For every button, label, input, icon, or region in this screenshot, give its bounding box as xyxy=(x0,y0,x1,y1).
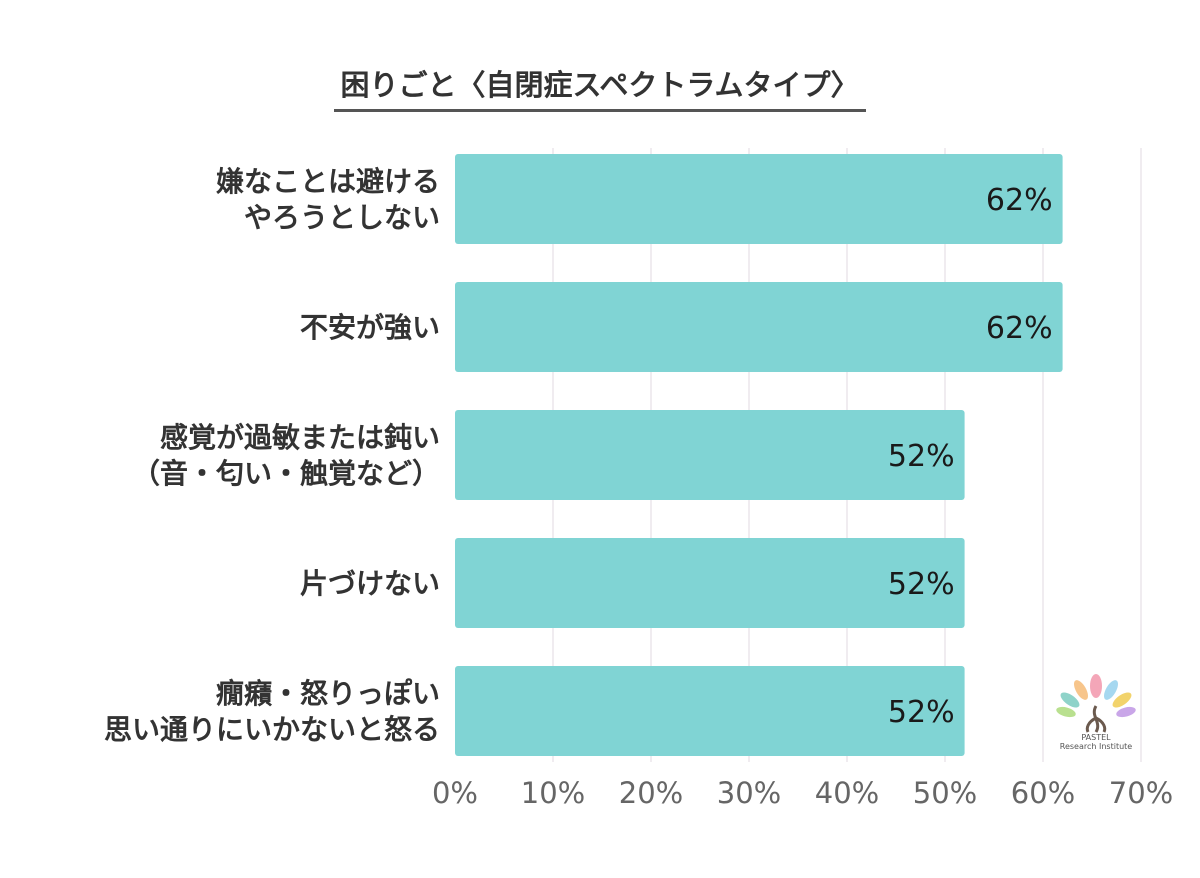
logo-line1: PASTEL xyxy=(1081,733,1111,742)
x-tick-label: 60% xyxy=(1011,776,1075,810)
x-tick-label: 30% xyxy=(717,776,781,810)
chart-title: 困りごと〈自閉症スペクトラムタイプ〉 xyxy=(0,62,1200,112)
bar-value-label: 52% xyxy=(888,439,955,474)
bar xyxy=(455,410,965,500)
category-label: 思い通りにいかないと怒る xyxy=(104,713,440,746)
x-tick-label: 40% xyxy=(815,776,879,810)
category-label: （音・匂い・触覚など） xyxy=(132,457,440,490)
category-label: 感覚が過敏または鈍い xyxy=(160,421,440,454)
category-label: 癇癪・怒りっぽい xyxy=(216,677,440,710)
bar-value-label: 62% xyxy=(986,311,1053,346)
x-tick-label: 70% xyxy=(1109,776,1173,810)
category-label: 不安が強い xyxy=(300,311,440,344)
bar xyxy=(455,282,1063,372)
category-label: 嫌なことは避ける xyxy=(216,165,440,198)
bar-value-label: 52% xyxy=(888,695,955,730)
logo-text: PASTEL Research Institute xyxy=(1040,733,1152,751)
x-tick-label: 50% xyxy=(913,776,977,810)
bar-value-label: 62% xyxy=(986,183,1053,218)
category-label: 片づけない xyxy=(300,567,440,600)
bar-value-label: 52% xyxy=(888,567,955,602)
pastel-logo-icon xyxy=(1056,674,1136,733)
chart-title-text: 困りごと〈自閉症スペクトラムタイプ〉 xyxy=(334,62,866,112)
bar xyxy=(455,154,1063,244)
x-tick-label: 0% xyxy=(432,776,478,810)
bar xyxy=(455,666,965,756)
logo-line2: Research Institute xyxy=(1059,742,1133,751)
bar xyxy=(455,538,965,628)
x-tick-label: 20% xyxy=(619,776,683,810)
category-label: やろうとしない xyxy=(244,201,440,234)
x-tick-label: 10% xyxy=(521,776,585,810)
